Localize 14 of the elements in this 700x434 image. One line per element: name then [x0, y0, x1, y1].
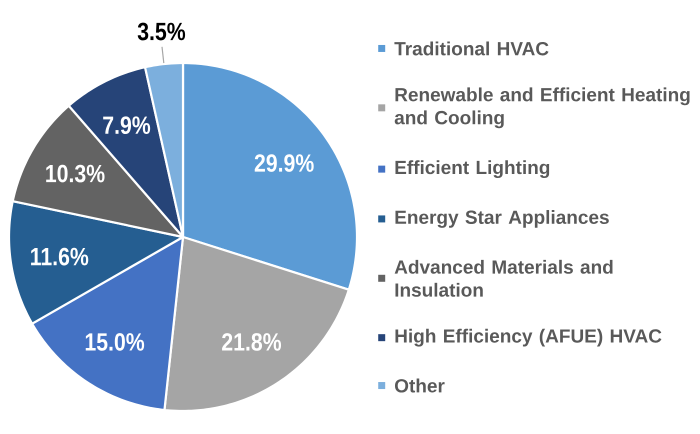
data-label: 21.8% — [222, 333, 282, 351]
data-label: 29.9% — [254, 154, 314, 172]
legend-label: Energy Star Appliances — [395, 210, 609, 228]
data-label: 15.0% — [86, 333, 144, 351]
legend-label: Traditional HVAC — [394, 41, 549, 56]
legend-label: High Efficiency (AFUE) HVAC — [395, 328, 662, 347]
legend-label: Advanced Materials and Insulation — [394, 260, 613, 297]
data-label: 3.5% — [138, 22, 186, 40]
data-label: 11.6% — [31, 248, 88, 266]
data-label: 10.3% — [46, 164, 105, 182]
legend-label: Renewable and Efficient Heating and Cooling — [394, 87, 690, 128]
data-label: 7.9% — [103, 116, 150, 134]
legend-label: Efficient Lighting — [395, 160, 550, 178]
legend-label: Other — [394, 378, 445, 393]
